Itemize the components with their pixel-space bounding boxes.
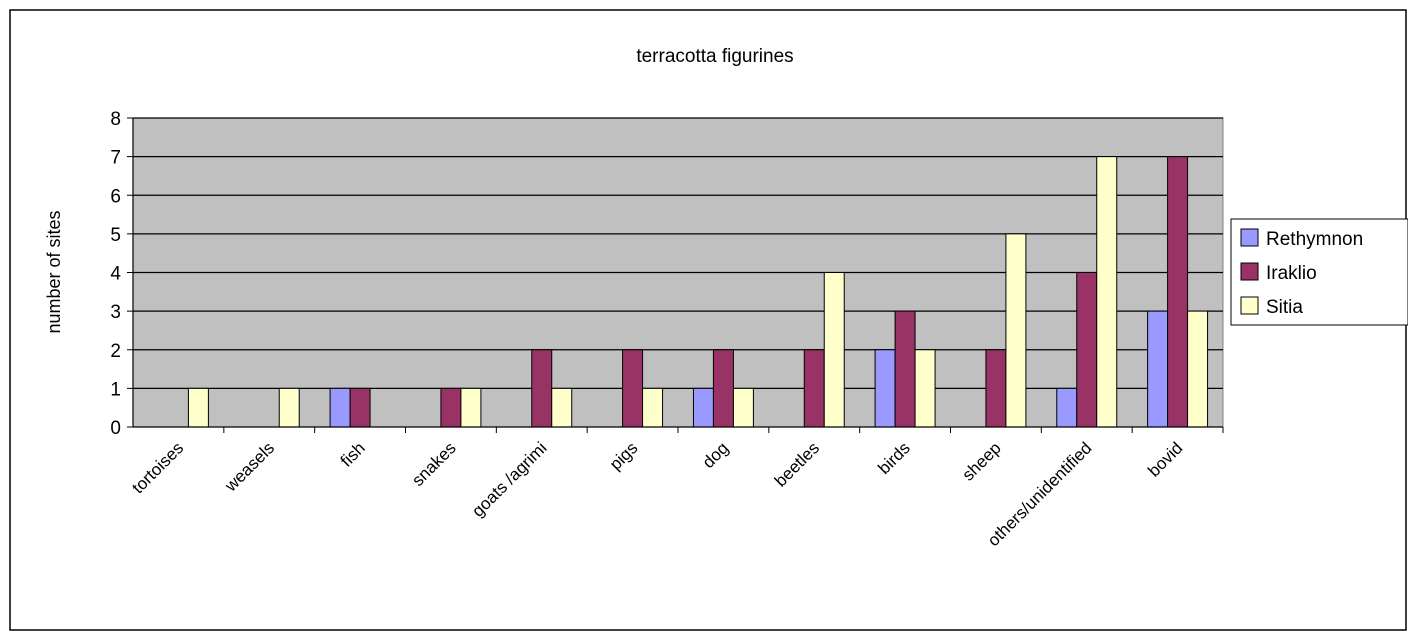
chart-title: terracotta figurines: [636, 46, 793, 67]
legend-label: Iraklio: [1266, 263, 1317, 284]
bar-sitia-birds: [914, 349, 936, 428]
legend-swatch: [1240, 296, 1259, 315]
bar-sitia-sheep: [1005, 233, 1027, 428]
legend: Rethymnon Iraklio Sitia: [1230, 218, 1408, 326]
bar-rethymnon-others-unidentified: [1056, 387, 1078, 428]
bar-rethymnon-dog: [692, 387, 714, 428]
bar-rethymnon-birds: [874, 349, 896, 428]
bar-rethymnon-bovid: [1147, 310, 1169, 428]
bar-sitia-dog: [732, 387, 754, 428]
bar-sitia-tortoises: [187, 387, 209, 428]
legend-box: [1230, 218, 1408, 326]
legend-swatch: [1240, 228, 1259, 247]
y-tick-label: 5: [110, 225, 121, 246]
bar-sitia-weasels: [278, 387, 300, 428]
bar-sitia-beetles: [823, 272, 845, 428]
y-tick-label: 6: [110, 186, 121, 207]
y-tick-label: 1: [110, 379, 121, 400]
y-tick-label: 7: [110, 148, 121, 169]
y-tick-labels: 0 1 2 3 4 5 6 7 8: [110, 109, 121, 439]
axes: [127, 117, 1224, 433]
y-tick-label: 0: [110, 418, 121, 439]
bar-iraklio-others-unidentified: [1076, 272, 1098, 428]
y-tick-label: 2: [110, 341, 121, 362]
bar-rethymnon-fish: [329, 387, 351, 428]
bar-iraklio-beetles: [803, 349, 825, 428]
bar-iraklio-bovid: [1167, 156, 1189, 428]
bar-iraklio-dog: [712, 349, 734, 428]
bar-iraklio-birds: [894, 310, 916, 428]
bar-sitia-goats-agrimi: [551, 387, 573, 428]
y-tick-label: 3: [110, 302, 121, 323]
legend-label: Rethymnon: [1266, 229, 1363, 250]
bar-iraklio-goats-agrimi: [531, 349, 553, 428]
legend-label: Sitia: [1266, 297, 1303, 318]
bar-sitia-others-unidentified: [1096, 156, 1118, 428]
bar-iraklio-pigs: [622, 349, 644, 428]
legend-swatch: [1240, 262, 1259, 281]
bar-sitia-bovid: [1187, 310, 1209, 428]
bar-iraklio-fish: [349, 387, 371, 428]
gridlines: [133, 117, 1223, 389]
bar-sitia-pigs: [642, 387, 664, 428]
y-axis-title: number of sites: [44, 210, 64, 333]
y-tick-label: 8: [110, 109, 121, 130]
bar-iraklio-snakes: [440, 387, 462, 428]
bars: [187, 156, 1209, 428]
bar-sitia-snakes: [460, 387, 482, 428]
y-tick-label: 4: [110, 264, 121, 285]
bar-iraklio-sheep: [985, 349, 1007, 428]
